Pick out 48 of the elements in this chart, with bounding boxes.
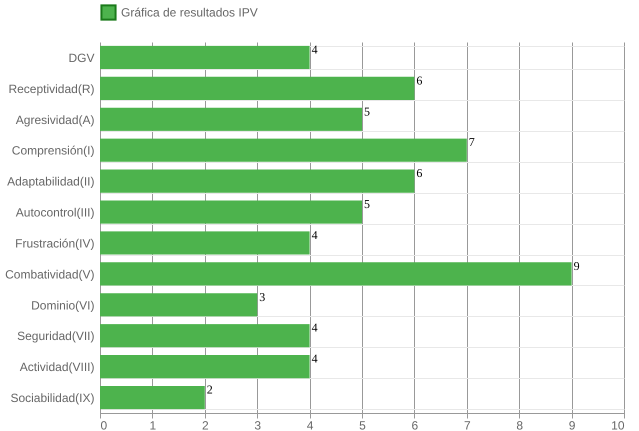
y-tick-label: DGV xyxy=(68,50,94,65)
x-tick-label: 5 xyxy=(359,418,366,431)
x-tick-label: 10 xyxy=(611,418,625,431)
x-tick-label: 7 xyxy=(464,418,471,431)
y-tick-label: Seguridad(VII) xyxy=(17,329,94,344)
x-tick-label: 6 xyxy=(412,418,419,431)
bar xyxy=(100,231,310,255)
y-tick-label: Combatividad(V) xyxy=(5,267,94,282)
data-label: 9 xyxy=(574,258,580,273)
bar xyxy=(100,138,467,162)
bar xyxy=(100,170,414,193)
data-label: 4 xyxy=(312,42,318,56)
data-label: 4 xyxy=(312,320,318,335)
x-tick-label: 0 xyxy=(100,418,108,431)
y-tick-label: Agresividad(A) xyxy=(16,112,94,127)
data-label: 5 xyxy=(364,197,370,212)
bar xyxy=(100,46,310,70)
bar xyxy=(100,262,572,286)
x-tick-label: 3 xyxy=(254,418,262,431)
bar xyxy=(100,200,362,224)
y-tick-label: Comprensión(I) xyxy=(12,144,94,158)
data-label: 6 xyxy=(416,166,422,180)
legend-label: Gráfica de resultados IPV xyxy=(121,6,258,20)
x-tick-label: 1 xyxy=(150,418,157,431)
y-tick-label: Adaptabilidad(II) xyxy=(7,174,94,189)
x-tick-label: 2 xyxy=(202,418,209,431)
x-tick-label: 4 xyxy=(306,418,314,431)
y-tick-label: Receptividad(R) xyxy=(8,82,94,96)
data-label: 4 xyxy=(312,352,318,366)
data-label: 4 xyxy=(312,228,318,242)
data-label: 5 xyxy=(364,104,370,118)
x-tick-label: 9 xyxy=(568,418,576,431)
y-tick-label: Dominio(VI) xyxy=(31,298,94,312)
bar xyxy=(100,386,205,410)
data-label: 6 xyxy=(416,73,422,88)
bar xyxy=(100,355,310,378)
data-label: 2 xyxy=(206,382,213,397)
x-tick-label: 8 xyxy=(516,418,524,431)
bar xyxy=(100,108,362,131)
bar xyxy=(100,324,310,348)
y-tick-label: Actividad(VIII) xyxy=(20,360,94,374)
y-tick-label: Frustración(IV) xyxy=(15,236,94,250)
data-label: 3 xyxy=(259,290,266,304)
y-tick-label: Autocontrol(III) xyxy=(16,206,94,220)
bar xyxy=(100,76,414,100)
bar xyxy=(100,293,258,316)
y-tick-label: Sociabilidad(IX) xyxy=(10,391,94,406)
data-label: 7 xyxy=(468,135,475,150)
